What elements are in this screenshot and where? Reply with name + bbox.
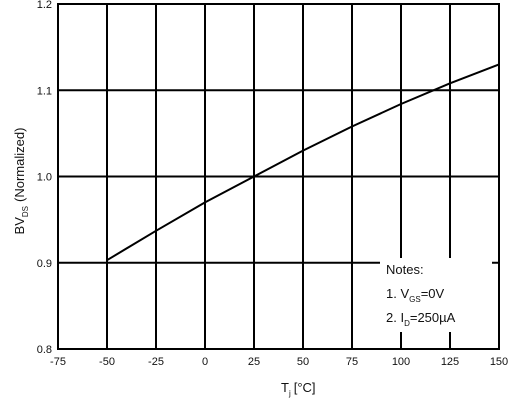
y-tick-label: 1.2 xyxy=(37,0,52,11)
notes-line-1-suffix: =0V xyxy=(421,286,445,301)
notes-line-2-suffix: =250µA xyxy=(410,310,456,325)
x-tick-label: 75 xyxy=(346,356,358,368)
series-line xyxy=(106,63,500,262)
notes-background xyxy=(380,258,492,332)
x-tick-label: 100 xyxy=(392,356,410,368)
y-axis-title: BVDS (Normalized) xyxy=(12,128,30,235)
x-tick-label: -25 xyxy=(148,356,164,368)
x-tick-label: 50 xyxy=(297,356,309,368)
x-tick-label: 0 xyxy=(202,356,208,368)
notes-annotation: Notes: 1. VGS=0V 2. ID=250µA xyxy=(380,258,492,332)
x-tick-labels: -75 -50 -25 0 25 50 75 100 125 150 xyxy=(50,356,508,368)
y-tick-labels: 0.8 0.9 1.0 1.1 1.2 xyxy=(37,0,52,356)
plot-frame xyxy=(57,3,500,350)
x-tick-label: 25 xyxy=(248,356,260,368)
series-layer xyxy=(106,63,500,262)
notes-title: Notes: xyxy=(386,262,424,277)
y-tick-label: 1.1 xyxy=(37,85,52,97)
y-axis-title-sub: DS xyxy=(21,206,30,217)
y-tick-label: 0.9 xyxy=(37,258,52,270)
y-axis-title-main: BV xyxy=(12,217,27,235)
x-tick-label: 150 xyxy=(490,356,508,368)
x-tick-label: 125 xyxy=(441,356,459,368)
x-axis-title-sub: j xyxy=(288,389,291,398)
notes-line-1: 1. VGS=0V xyxy=(386,286,445,304)
notes-line-1-sub: GS xyxy=(409,295,421,304)
x-axis-title-main: T xyxy=(281,380,289,395)
x-axis-title: Tj [°C] xyxy=(281,380,316,398)
x-axis-title-unit: [°C] xyxy=(294,380,316,395)
x-tick-label: -50 xyxy=(99,356,115,368)
notes-line-1-prefix: 1. V xyxy=(386,286,409,301)
notes-line-2-prefix: 2. I xyxy=(386,310,404,325)
y-tick-label: 1.0 xyxy=(37,172,52,184)
y-tick-label: 0.8 xyxy=(37,344,52,356)
y-axis-title-suffix: (Normalized) xyxy=(12,128,27,202)
notes-line-2: 2. ID=250µA xyxy=(386,310,456,328)
notes-line-2-sub: D xyxy=(404,319,410,328)
x-tick-label: -75 xyxy=(50,356,66,368)
